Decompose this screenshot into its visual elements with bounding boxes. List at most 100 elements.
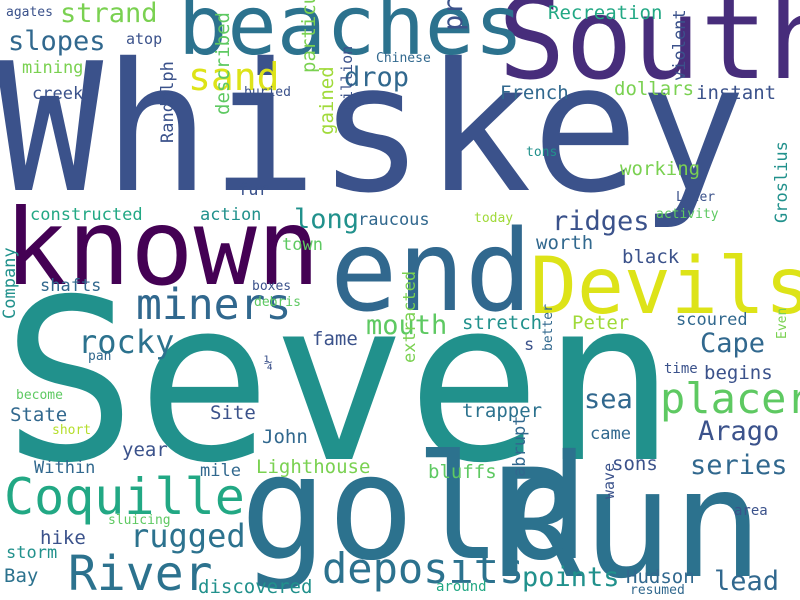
word-gold: gold	[240, 424, 590, 593]
word-came: came	[590, 424, 631, 444]
word-buried: buried	[244, 85, 291, 100]
word-pan: pan	[88, 349, 112, 364]
word-rugged: rugged	[130, 517, 246, 555]
word-series: series	[690, 450, 788, 481]
word-sons: sons	[612, 453, 658, 475]
word-time: time	[664, 361, 698, 377]
word-hudson: Hudson	[626, 566, 695, 588]
word-later: Later	[676, 190, 716, 205]
word-s: s	[524, 335, 535, 355]
word-debris: debris	[254, 295, 301, 310]
word-violent: violent	[670, 9, 690, 81]
word-end: end	[330, 207, 533, 337]
word-abrupt: abrupt	[510, 415, 530, 477]
word-precipitously: precipitously	[438, 0, 469, 31]
word-trapper: trapper	[462, 400, 543, 422]
word-john: John	[262, 426, 308, 448]
word-french: French	[500, 82, 569, 104]
word-begins: begins	[704, 362, 773, 384]
word-bluffs: bluffs	[428, 461, 497, 483]
word-lighthouse: Lighthouse	[256, 456, 371, 478]
word-short: short	[52, 423, 92, 438]
word-today: today	[474, 211, 514, 226]
word-whiskey: Whiskey	[0, 25, 747, 232]
word-town: town	[282, 235, 323, 255]
word-described: described	[212, 12, 234, 115]
word-miners: miners	[136, 280, 292, 330]
word-coquille: Coquille	[4, 468, 245, 526]
word-creek: creek	[32, 84, 84, 104]
word-black: black	[622, 246, 680, 268]
word-storm: storm	[6, 543, 58, 563]
word-strand: strand	[60, 0, 158, 29]
word-scoured: scoured	[676, 310, 748, 330]
word-rocky: rocky	[78, 323, 175, 361]
word-sand: sand	[188, 55, 280, 99]
word-discovered: discovered	[198, 576, 313, 598]
word-seven: Seven	[2, 251, 677, 512]
word-ridges: ridges	[552, 206, 650, 237]
word-wave: wave	[600, 462, 618, 499]
word-beaches: beaches	[178, 0, 524, 74]
word-chinese: Chinese	[376, 51, 431, 66]
word-arago: Arago	[698, 416, 780, 447]
word-stretch: stretch	[462, 312, 543, 334]
word-atop: atop	[126, 30, 163, 48]
word-fame: fame	[312, 328, 358, 350]
word-working: working	[620, 158, 701, 180]
word-south: South	[498, 0, 800, 105]
word-extracted: extracted	[400, 270, 420, 363]
word-resumed: resumed	[630, 583, 685, 598]
word-activity: activity	[656, 207, 719, 222]
word-points: points	[522, 562, 620, 593]
word-boxes: boxes	[252, 279, 292, 294]
word-gained: gained	[316, 66, 338, 135]
word-shafts: shafts	[40, 276, 102, 296]
word-deposits: deposits	[322, 544, 525, 593]
word-within: Within	[34, 458, 96, 478]
word-constructed: constructed	[30, 205, 143, 225]
word-randolph: Randolph	[158, 61, 178, 143]
word-sluicing: sluicing	[108, 513, 171, 528]
word-slopes: slopes	[8, 26, 106, 57]
word-sea: sea	[584, 384, 633, 415]
word-year: year	[122, 439, 168, 461]
word-fur: fur	[238, 180, 269, 200]
word-around: around	[436, 579, 487, 595]
word-raucous: raucous	[358, 210, 430, 230]
word-even: Even	[775, 307, 790, 339]
word-recreation: Recreation	[548, 2, 663, 24]
word-instant: instant	[696, 82, 777, 104]
word-known: known	[4, 187, 321, 309]
word-better: better	[541, 304, 556, 351]
word-mining: mining	[22, 58, 84, 78]
word-lead: lead	[714, 566, 780, 597]
word-area: area	[734, 503, 768, 519]
word-million: million	[338, 45, 356, 109]
word-agates: agates	[6, 5, 53, 20]
word-worth: worth	[536, 232, 594, 254]
word-site: Site	[210, 402, 256, 424]
word-mouth: mouth	[366, 310, 448, 341]
word-bay: Bay	[4, 565, 39, 587]
word-dollars: dollars	[614, 78, 695, 100]
word-particular: particular	[298, 0, 320, 73]
word-state: State	[10, 404, 68, 426]
word-devils: Devils	[530, 242, 800, 332]
word-tons: tons	[526, 145, 558, 160]
word-cape: Cape	[700, 328, 766, 359]
word-quarter: ¼	[264, 354, 274, 372]
word-peter: Peter	[572, 312, 630, 334]
word-run: Run	[492, 438, 763, 600]
word-long: long	[294, 204, 360, 235]
word-hike: hike	[40, 527, 86, 549]
word-company: Company	[0, 247, 20, 319]
word-river: River	[68, 546, 213, 600]
word-drop: drop	[344, 62, 410, 93]
word-groslius: Groslius	[772, 141, 792, 223]
word-mile: mile	[200, 461, 241, 481]
word-placer: placer	[660, 374, 800, 423]
word-action: action	[200, 205, 262, 225]
word-become: become	[16, 388, 63, 403]
